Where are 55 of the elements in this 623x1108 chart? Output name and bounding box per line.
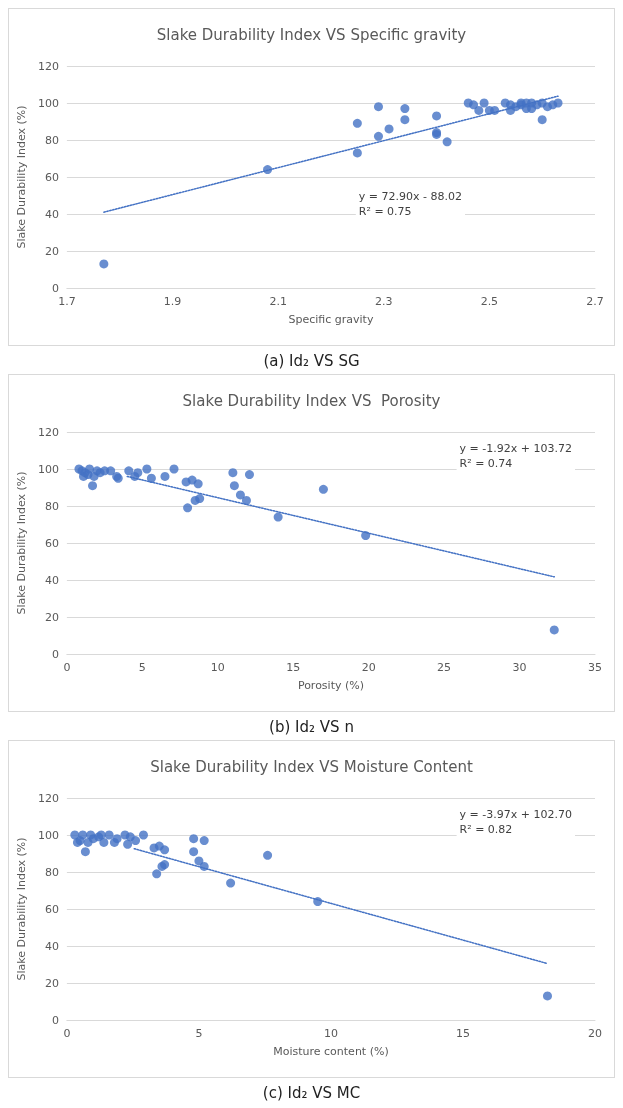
y-tick-label: 0 [51,1013,59,1027]
text: (a) Id₂ VS SG [263,351,360,370]
x-tick-label: 15 [455,1027,470,1040]
x-axis-title: Moisture content (%) [273,1045,389,1058]
annotation: y = -1.92x + 103.72 R² = 0.74 [459,442,572,470]
y-tick-label: 80 [44,865,59,879]
y-tick-label: 20 [44,610,59,624]
annotation: y = -3.97x + 102.70 R² = 0.82 [459,808,572,836]
x-tick-label: 25 [437,661,452,674]
y-tick-label: 0 [51,647,59,661]
x-tick-label: 20 [361,661,376,674]
y-tick-label: 60 [44,536,59,550]
y-tick-label: 100 [37,96,59,110]
x-tick-label: 1.9 [163,295,182,308]
y-tick-label: 40 [44,939,59,953]
x-tick-label: 5 [195,1027,203,1040]
x-tick-label: 0 [63,1027,71,1040]
y-tick-label: 80 [44,133,59,147]
y-tick-label: 20 [44,976,59,990]
y-tick-label: 0 [51,281,59,295]
x-tick-label: 2.3 [375,295,393,308]
x-tick-label: 10 [210,661,225,674]
x-tick-label: 20 [588,1027,602,1040]
x-tick-label: 0 [63,661,71,674]
annotation: y = 72.90x - 88.02 R² = 0.75 [358,190,463,218]
x-tick-label: 2.1 [269,295,287,308]
chart-title: Slake Durability Index VS Porosity [182,391,441,410]
x-axis-title: Porosity (%) [297,679,365,692]
x-tick-label: 5 [138,661,146,674]
y-tick-label: 60 [44,902,59,916]
y-tick-label: 20 [44,244,59,258]
x-tick-label: 2.5 [480,295,499,308]
y-tick-label: 120 [37,59,59,73]
y-tick-label: 120 [37,791,59,805]
text: (c) Id₂ VS MC [262,1083,361,1102]
x-tick-label: 15 [286,661,301,674]
x-tick-label: 30 [512,661,527,674]
chart-title: Slake Durability Index VS Moisture Content [150,757,473,776]
y-tick-label: 40 [44,207,59,221]
y-axis-title: Slake Durability Index (%) [15,837,28,981]
y-tick-label: 60 [44,170,59,184]
y-tick-label: 100 [37,828,59,842]
x-tick-label: 35 [588,661,602,674]
chart-title: Slake Durability Index VS Specific gravity [156,25,467,44]
x-tick-label: 10 [323,1027,338,1040]
y-tick-label: 100 [37,462,59,476]
y-tick-label: 40 [44,573,59,587]
y-tick-label: 120 [37,425,59,439]
y-tick-label: 80 [44,499,59,513]
y-axis-title: Slake Durability Index (%) [15,105,28,249]
y-axis-title: Slake Durability Index (%) [15,471,28,615]
x-axis-title: Specific gravity [288,313,374,326]
text: (b) Id₂ VS n [269,717,354,736]
x-tick-label: 1.7 [58,295,76,308]
x-tick-label: 2.7 [586,295,604,308]
